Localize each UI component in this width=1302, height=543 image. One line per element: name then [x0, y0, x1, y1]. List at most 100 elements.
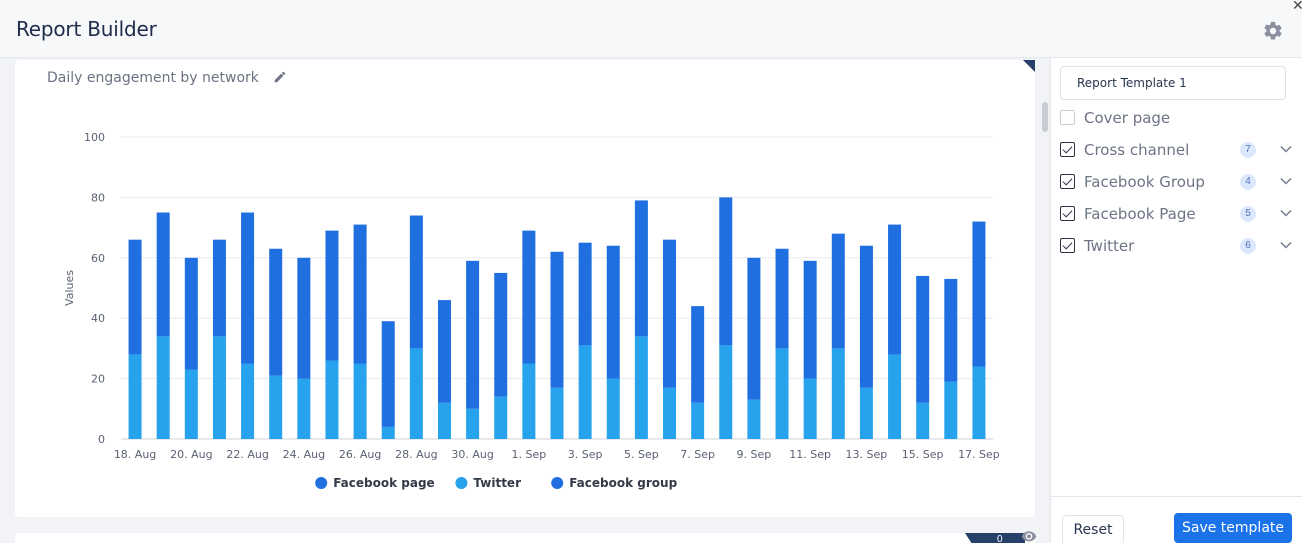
bar-facebook-group: [775, 248, 789, 349]
y-tick-label: 60: [91, 252, 105, 265]
x-tick-label: 22. Aug: [226, 448, 268, 461]
gear-icon[interactable]: [1262, 20, 1284, 42]
bar-facebook-group: [437, 300, 451, 403]
bar-facebook-group: [859, 245, 873, 388]
bar-facebook-group: [494, 272, 508, 397]
bar-facebook-group: [691, 306, 705, 403]
stacked-bar-chart: 0 20 40 60 80 100 Values 18. Aug 20. Aug 22. Aug 2…: [63, 131, 1000, 490]
bar-twitter: [409, 348, 423, 439]
bar-twitter: [775, 348, 789, 439]
panel-footer: Reset Save template: [1051, 496, 1302, 543]
legend-label: Facebook page: [333, 476, 435, 490]
widget-ribbon: [965, 533, 1025, 543]
section-count-badge: 7: [1240, 142, 1256, 158]
bar-facebook-group: [719, 197, 733, 346]
bar-facebook-group: [944, 278, 958, 382]
bar-twitter: [972, 366, 986, 439]
section-item-cover-page[interactable]: Cover page: [1060, 108, 1292, 128]
section-item-facebook-group[interactable]: Facebook Group 4: [1060, 172, 1292, 192]
bar-facebook-group: [466, 260, 480, 409]
bar-twitter: [634, 336, 648, 439]
bar-facebook-group: [184, 257, 198, 370]
chevron-down-icon[interactable]: [1280, 176, 1292, 186]
bar-twitter: [803, 378, 817, 439]
bar-facebook-group: [269, 248, 283, 376]
section-checkbox[interactable]: [1060, 110, 1075, 125]
bar-facebook-group: [578, 242, 592, 346]
bar-twitter: [606, 378, 620, 439]
bar-twitter: [184, 369, 198, 439]
widget-corner-marker: [1023, 60, 1035, 72]
section-checkbox[interactable]: [1060, 142, 1075, 157]
bar-facebook-group: [156, 212, 170, 337]
section-label: Cover page: [1084, 109, 1171, 127]
template-name-field[interactable]: Report Template 1: [1060, 66, 1286, 100]
section-count-badge: 5: [1240, 206, 1256, 222]
pencil-icon[interactable]: [273, 70, 287, 84]
reset-button[interactable]: Reset: [1062, 515, 1124, 543]
bar-facebook-group: [381, 321, 395, 427]
bar-twitter: [691, 402, 705, 439]
app-header: Report Builder: [0, 0, 1302, 58]
chevron-down-icon[interactable]: [1280, 208, 1292, 218]
legend-label: Facebook group: [569, 476, 677, 490]
bar-facebook-group: [803, 260, 817, 379]
section-count-badge: 6: [1240, 238, 1256, 254]
section-label: Facebook Group: [1084, 173, 1205, 191]
section-label: Cross channel: [1084, 141, 1190, 159]
bar-twitter: [944, 381, 958, 439]
section-item-twitter[interactable]: Twitter 6: [1060, 236, 1292, 256]
bar-facebook-group: [634, 200, 648, 337]
bar-facebook-group: [325, 230, 339, 361]
y-tick-label: 40: [91, 312, 105, 325]
y-tick-label: 80: [91, 191, 105, 204]
x-tick-label: 15. Sep: [902, 448, 944, 461]
chart-widget: Daily engagement by network 0 20 40 60 80 100…: [15, 60, 1035, 517]
y-tick-label: 100: [84, 131, 105, 144]
x-tick-label: 20. Aug: [170, 448, 212, 461]
close-icon[interactable]: ✕: [1292, 0, 1302, 13]
bar-facebook-group: [550, 251, 564, 388]
eye-icon[interactable]: [1021, 529, 1037, 543]
bar-twitter: [719, 345, 733, 439]
x-tick-label: 26. Aug: [339, 448, 381, 461]
second-widget: 0: [15, 533, 1035, 543]
bar-facebook-group: [916, 275, 930, 403]
bar-twitter: [466, 408, 480, 439]
x-tick-label: 5. Sep: [624, 448, 659, 461]
bar-twitter: [381, 426, 395, 439]
chevron-down-icon[interactable]: [1280, 240, 1292, 250]
bar-twitter: [888, 354, 902, 439]
bar-facebook-group: [663, 239, 677, 388]
bar-twitter: [156, 336, 170, 439]
bar-facebook-group: [972, 221, 986, 367]
bar-twitter: [212, 336, 226, 439]
bar-facebook-group: [212, 239, 226, 337]
bar-facebook-group: [128, 239, 142, 355]
x-tick-label: 1. Sep: [512, 448, 547, 461]
section-item-facebook-page[interactable]: Facebook Page 5: [1060, 204, 1292, 224]
bar-facebook-group: [747, 257, 761, 400]
bar-facebook-group: [409, 215, 423, 349]
section-checkbox[interactable]: [1060, 238, 1075, 253]
x-tick-label: 30. Aug: [451, 448, 493, 461]
bar-twitter: [241, 363, 255, 439]
save-template-button[interactable]: Save template: [1174, 513, 1292, 543]
bar-twitter: [325, 360, 339, 439]
x-tick-label: 18. Aug: [114, 448, 156, 461]
section-checkbox[interactable]: [1060, 174, 1075, 189]
legend-label: Twitter: [473, 476, 521, 490]
section-count-badge: 4: [1240, 174, 1256, 190]
section-checkbox[interactable]: [1060, 206, 1075, 221]
bar-twitter: [437, 402, 451, 439]
section-item-cross-channel[interactable]: Cross channel 7: [1060, 140, 1292, 160]
bar-twitter: [128, 354, 142, 439]
x-tick-label: 11. Sep: [789, 448, 831, 461]
x-tick-label: 3. Sep: [568, 448, 603, 461]
chevron-down-icon[interactable]: [1280, 144, 1292, 154]
scrollbar-thumb[interactable]: [1042, 102, 1048, 132]
legend-marker: [455, 477, 468, 489]
bar-twitter: [831, 348, 845, 439]
bar-twitter: [269, 375, 283, 439]
x-tick-label: 28. Aug: [395, 448, 437, 461]
